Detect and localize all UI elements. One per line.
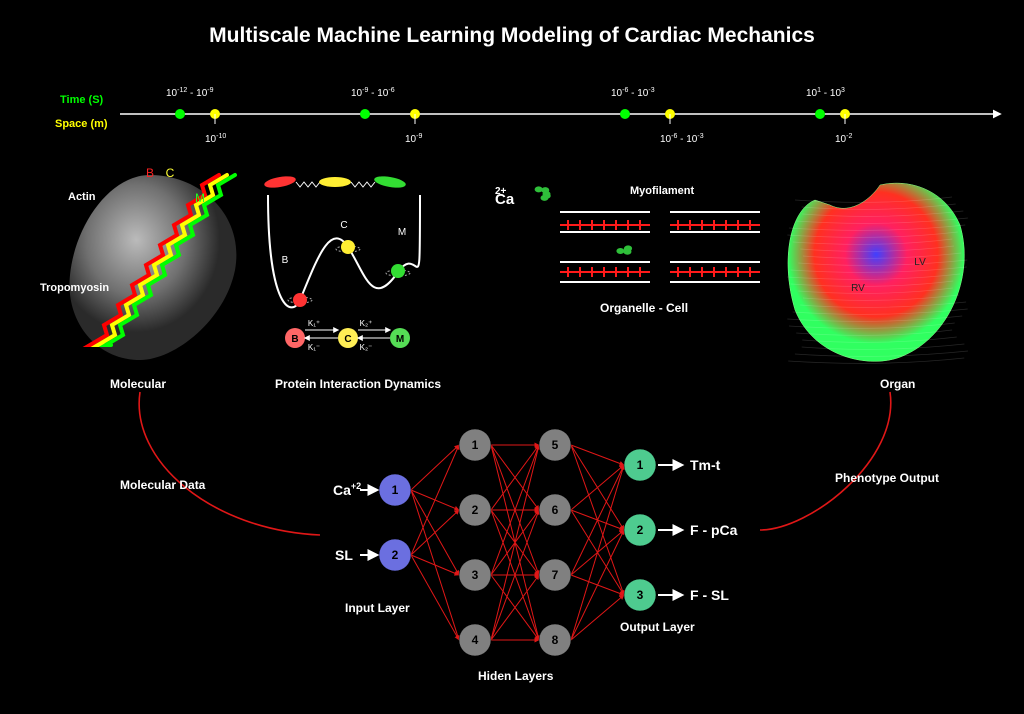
- svg-text:3: 3: [637, 588, 644, 602]
- svg-text:RV: RV: [851, 283, 865, 294]
- svg-text:5: 5: [552, 438, 559, 452]
- svg-text:F - pCa: F - pCa: [690, 522, 738, 538]
- diagram-canvas: Time (S) Space (m) 10-12 - 10-9 10-9 - 10-6…: [0, 0, 1024, 714]
- svg-text:10-9 - 10-6: 10-9 - 10-6: [351, 87, 395, 99]
- svg-text:3: 3: [472, 568, 479, 582]
- svg-text:C: C: [166, 166, 175, 180]
- time-axis-label: Time (S): [60, 94, 104, 106]
- molecular-label: Molecular: [110, 377, 166, 391]
- svg-text:10-9: 10-9: [405, 133, 422, 145]
- svg-text:7: 7: [552, 568, 559, 582]
- svg-text:LV: LV: [914, 257, 926, 268]
- svg-text:B: B: [282, 255, 289, 266]
- svg-text:K₂⁺: K₂⁺: [360, 319, 373, 328]
- svg-text:Tropomyosin: Tropomyosin: [40, 282, 109, 294]
- page-title: Multiscale Machine Learning Modeling of …: [0, 24, 1024, 48]
- svg-text:1: 1: [637, 458, 644, 472]
- hidden-layers-label: Hiden Layers: [478, 669, 554, 683]
- svg-text:Tm-t: Tm-t: [690, 457, 721, 473]
- svg-text:Ca+2: Ca+2: [333, 481, 361, 498]
- output-layer-label: Output Layer: [620, 620, 695, 634]
- svg-text:C: C: [344, 334, 351, 345]
- pid-label: Protein Interaction Dynamics: [275, 377, 441, 391]
- phenotype-output-label: Phenotype Output: [835, 471, 939, 485]
- svg-text:F - SL: F - SL: [690, 587, 729, 603]
- svg-text:8: 8: [552, 633, 559, 647]
- svg-text:101 - 103: 101 - 103: [806, 87, 845, 99]
- svg-text:K₁⁻: K₁⁻: [308, 343, 320, 352]
- svg-text:Actin: Actin: [68, 191, 96, 203]
- calcium-label: 2+Ca: [495, 186, 515, 208]
- space-axis-label: Space (m): [55, 118, 108, 130]
- svg-text:2: 2: [472, 503, 479, 517]
- input-layer-label: Input Layer: [345, 601, 410, 615]
- svg-text:M: M: [195, 191, 205, 205]
- svg-text:K₁⁺: K₁⁺: [308, 319, 320, 328]
- svg-text:10-10: 10-10: [205, 133, 226, 145]
- svg-text:2: 2: [392, 548, 399, 562]
- svg-text:1: 1: [392, 483, 399, 497]
- svg-text:1: 1: [472, 438, 479, 452]
- svg-text:C: C: [340, 220, 347, 231]
- svg-text:10-2: 10-2: [835, 133, 852, 145]
- svg-text:10-12 - 10-9: 10-12 - 10-9: [166, 87, 214, 99]
- organ-label: Organ: [880, 377, 915, 391]
- right-curve: [760, 392, 891, 530]
- svg-text:10-6 - 10-3: 10-6 - 10-3: [660, 133, 704, 145]
- myofilament-label: Myofilament: [630, 185, 695, 197]
- svg-text:M: M: [396, 334, 404, 345]
- molecular-data-label: Molecular Data: [120, 478, 206, 492]
- svg-text:B: B: [291, 334, 298, 345]
- cell-label: Organelle - Cell: [600, 301, 688, 315]
- svg-text:K₂⁻: K₂⁻: [360, 343, 373, 352]
- left-curve: [139, 392, 320, 535]
- svg-text:4: 4: [472, 633, 479, 647]
- svg-text:10-6 - 10-3: 10-6 - 10-3: [611, 87, 655, 99]
- svg-text:B: B: [146, 166, 154, 180]
- svg-text:M: M: [398, 227, 406, 238]
- svg-text:6: 6: [552, 503, 559, 517]
- svg-text:SL: SL: [335, 547, 353, 563]
- svg-text:2: 2: [637, 523, 644, 537]
